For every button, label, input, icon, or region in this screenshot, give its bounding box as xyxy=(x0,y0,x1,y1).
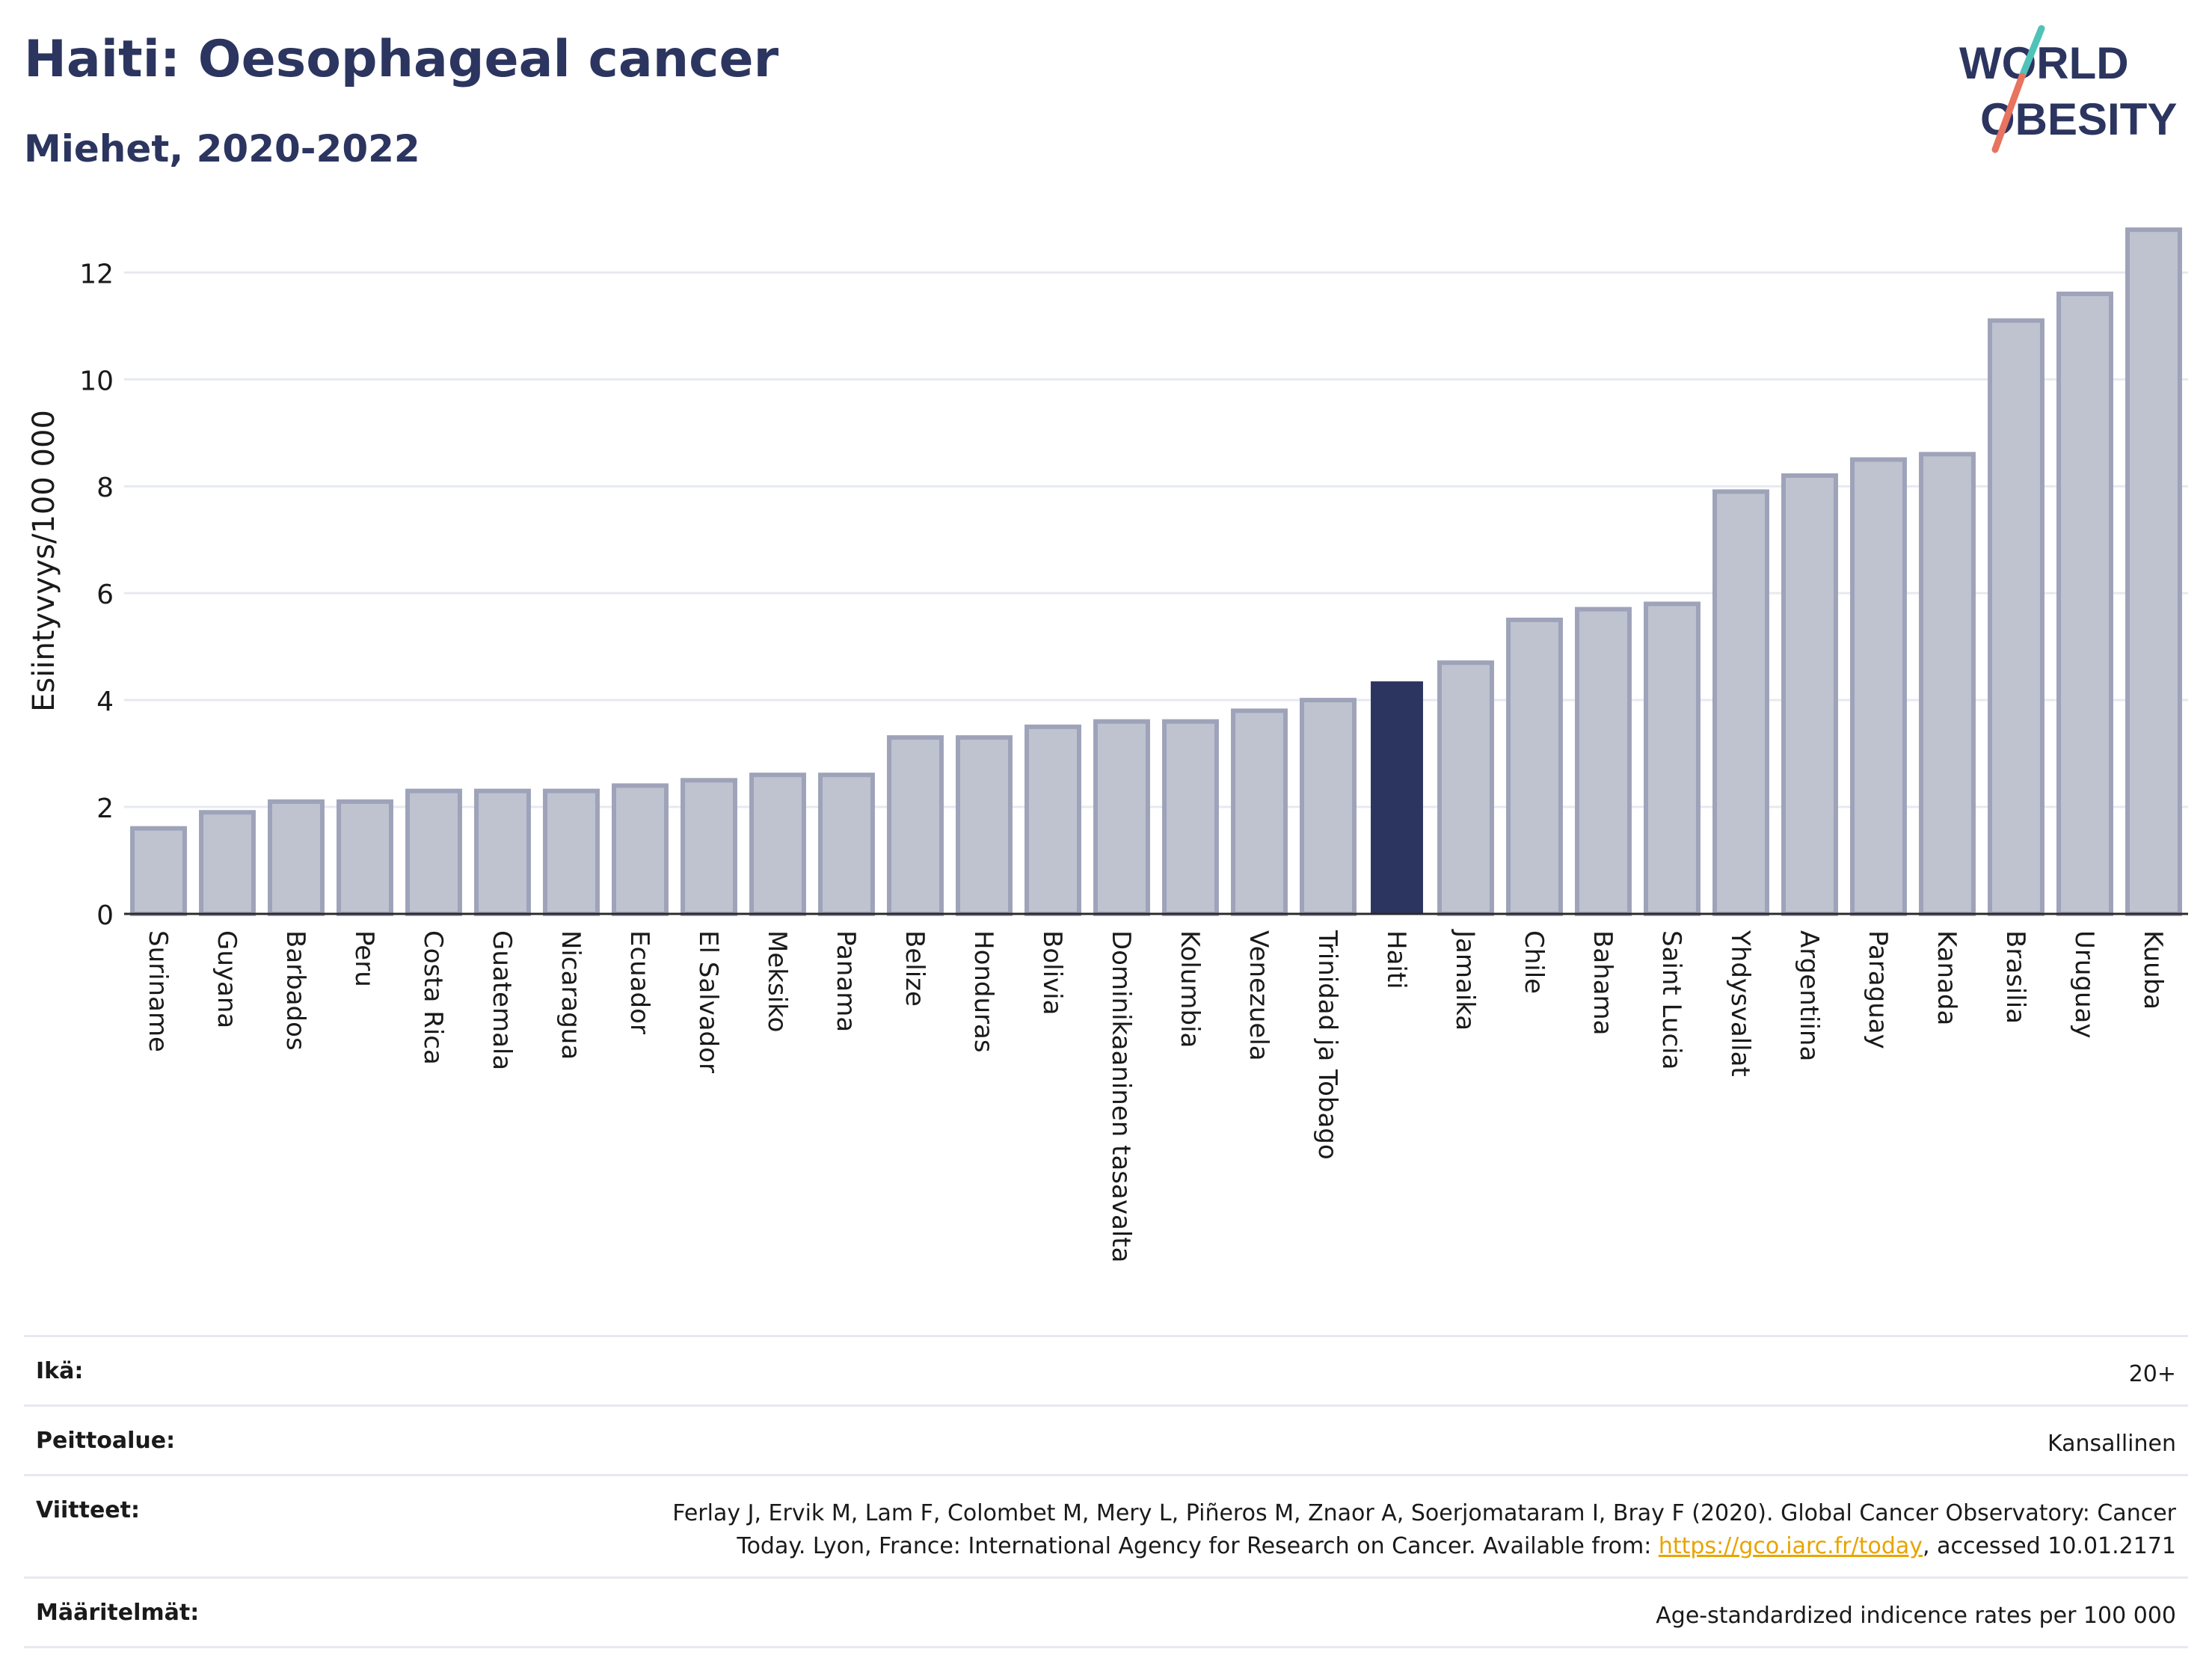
bar xyxy=(268,799,325,916)
bar xyxy=(612,783,669,916)
x-tick-label: Chile xyxy=(1519,930,1549,994)
bar xyxy=(199,810,256,916)
x-tick-label: Barbados xyxy=(280,930,310,1051)
info-row-references: Viitteet: Ferlay J, Ervik M, Lam F, Colo… xyxy=(24,1474,2188,1576)
y-tick-label: 12 xyxy=(79,259,114,289)
bar xyxy=(1300,698,1357,916)
x-tick-label: Uruguay xyxy=(2069,930,2099,1039)
definitions-value: Age-standardized indicence rates per 100… xyxy=(1656,1603,2176,1629)
bar xyxy=(1024,724,1081,917)
x-tick-label: Yhdysvallat xyxy=(1725,930,1755,1077)
bar xyxy=(749,773,806,916)
x-tick-label: Belize xyxy=(900,930,930,1007)
bar xyxy=(1644,601,1701,916)
x-tick-label: Dominikaaninen tasavalta xyxy=(1106,930,1136,1262)
bar xyxy=(1575,607,1632,917)
bar xyxy=(1781,473,1838,916)
x-tick-label: Brasilia xyxy=(2000,930,2030,1024)
chart-subtitle: Miehet, 2020-2022 xyxy=(24,127,420,171)
y-tick-label: 4 xyxy=(96,687,114,717)
bar xyxy=(130,826,187,917)
x-tick-label: Kuuba xyxy=(2138,930,2168,1010)
bar xyxy=(1712,489,1769,916)
bar xyxy=(1437,660,1494,916)
bar xyxy=(887,735,944,916)
info-row-coverage: Peittoalue: Kansallinen xyxy=(24,1404,2188,1474)
info-row-definitions: Määritelmät: Age-standardized indicence … xyxy=(24,1576,2188,1648)
grid-layer xyxy=(124,271,2188,808)
x-tick-label: Bahama xyxy=(1588,930,1617,1036)
x-tick-label: Meksiko xyxy=(762,930,792,1032)
bar xyxy=(1506,617,1563,916)
x-tick-label: Saint Lucia xyxy=(1656,930,1686,1069)
x-tick-label: Bolivia xyxy=(1037,930,1067,1015)
bar xyxy=(956,735,1013,916)
references-text-1: Ferlay J, Ervik M, Lam F, Colombet M, Me… xyxy=(672,1500,2176,1526)
x-tick-label: Argentiina xyxy=(1794,930,1824,1061)
x-tick-label: El Salvador xyxy=(693,930,723,1073)
y-tick-label: 10 xyxy=(79,366,114,396)
info-table: Ikä: 20+ Peittoalue: Kansallinen Viittee… xyxy=(24,1335,2188,1648)
x-tick-label: Jamaika xyxy=(1450,929,1480,1031)
bar xyxy=(405,788,462,917)
references-text-2: Today. Lyon, France: International Agenc… xyxy=(737,1533,1659,1559)
axis-layer: 0 2 4 6 8 10 12 Suriname Guyana Barbados Peru Costa… xyxy=(79,259,2188,1262)
references-value: Ferlay J, Ervik M, Lam F, Colombet M, Me… xyxy=(672,1497,2176,1563)
x-tick-label: Suriname xyxy=(143,930,173,1052)
bar xyxy=(818,773,875,916)
x-tick-label: Kanada xyxy=(1932,930,1961,1025)
bar-highlight xyxy=(1371,681,1423,914)
logo-line1: WORLD xyxy=(1959,38,2129,88)
bar xyxy=(1231,708,1288,916)
references-link[interactable]: https://gco.iarc.fr/today xyxy=(1658,1533,1923,1559)
bar xyxy=(1919,452,1976,916)
x-tick-label: Kolumbia xyxy=(1175,930,1205,1048)
age-label: Ikä: xyxy=(36,1358,84,1384)
bar xyxy=(1988,318,2044,916)
bar xyxy=(1093,719,1150,917)
x-tick-label: Honduras xyxy=(968,930,998,1053)
logo-slash-coral xyxy=(1991,73,2026,153)
chart-title: Haiti: Oesophageal cancer xyxy=(24,30,779,89)
bar xyxy=(681,778,737,917)
y-tick-label: 0 xyxy=(96,900,114,931)
definitions-label: Määritelmät: xyxy=(36,1600,200,1626)
references-text-3: , accessed 10.01.2171 xyxy=(1923,1533,2176,1559)
bar xyxy=(1850,457,1907,916)
y-tick-label: 6 xyxy=(96,580,114,610)
x-tick-label: Haiti xyxy=(1381,930,1411,989)
x-tick-label: Nicaragua xyxy=(556,930,586,1060)
bar xyxy=(543,788,600,917)
info-row-age: Ikä: 20+ xyxy=(24,1335,2188,1404)
x-tick-label: Venezuela xyxy=(1244,930,1274,1061)
x-tick-label: Peru xyxy=(349,930,379,987)
bar xyxy=(474,788,531,917)
x-tick-label: Costa Rica xyxy=(418,930,448,1065)
x-tick-label: Paraguay xyxy=(1863,930,1893,1049)
bar xyxy=(2125,227,2182,916)
world-obesity-logo: WORLD OBESITY xyxy=(1959,25,2177,153)
coverage-label: Peittoalue: xyxy=(36,1428,176,1454)
bar-chart: 0 2 4 6 8 10 12 Suriname Guyana Barbados Peru Costa… xyxy=(27,227,2188,1262)
x-tick-label: Guyana xyxy=(212,930,242,1028)
y-tick-label: 2 xyxy=(96,793,114,824)
coverage-value: Kansallinen xyxy=(2047,1431,2176,1457)
bar xyxy=(2056,291,2113,916)
logo-slash-teal xyxy=(2018,25,2045,80)
bar xyxy=(1162,719,1219,917)
y-tick-label: 8 xyxy=(96,473,114,503)
x-tick-label: Trinidad ja Tobago xyxy=(1312,930,1342,1160)
age-value: 20+ xyxy=(2128,1361,2176,1387)
x-tick-label: Panama xyxy=(831,930,861,1032)
references-label: Viitteet: xyxy=(36,1497,140,1523)
y-axis-label: Esiintyvyys/100 000 xyxy=(27,410,61,712)
bar xyxy=(337,799,393,916)
x-tick-label: Ecuador xyxy=(624,930,654,1034)
bar-layer xyxy=(130,227,2182,917)
x-tick-label: Guatemala xyxy=(487,930,517,1070)
